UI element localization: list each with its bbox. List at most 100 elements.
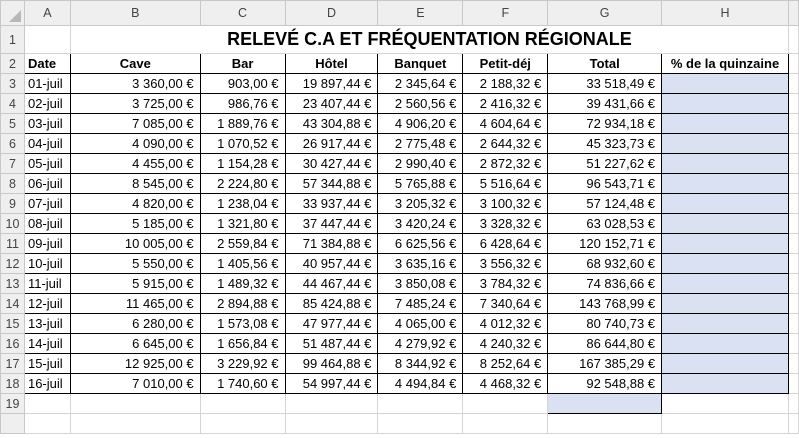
cell-bar[interactable]: 986,76 € [199, 93, 286, 114]
cell-hotel[interactable]: 33 937,44 € [284, 193, 379, 214]
cell-empty[interactable] [787, 25, 799, 54]
cell-petit-dej[interactable]: 4 468,32 € [462, 373, 549, 394]
column-header-b[interactable]: B [69, 0, 201, 26]
cell-bar[interactable]: 1 889,76 € [199, 113, 286, 134]
cell-empty[interactable] [787, 113, 799, 134]
cell-de-la-quinzaine[interactable] [661, 113, 789, 134]
cell-a1[interactable] [23, 25, 71, 54]
row-header-8[interactable]: 8 [0, 173, 25, 194]
cell-total[interactable]: 143 768,99 € [547, 293, 663, 314]
report-title[interactable]: RELEVÉ C.A ET FRÉQUENTATION RÉGIONALE [69, 25, 789, 54]
date-cell[interactable]: 15-juil [23, 353, 71, 374]
cell-total[interactable]: 86 644,80 € [547, 333, 663, 354]
cell-empty[interactable] [787, 213, 799, 234]
cell-petit-dej[interactable]: 2 872,32 € [462, 153, 549, 174]
cell-hotel[interactable]: 85 424,88 € [284, 293, 379, 314]
cell-petit-dej[interactable]: 2 416,32 € [462, 93, 549, 114]
cell-banquet[interactable]: 5 765,88 € [377, 173, 464, 194]
cell-banquet[interactable]: 2 775,48 € [377, 133, 464, 154]
cell-empty[interactable] [787, 333, 799, 354]
cell-de-la-quinzaine[interactable] [661, 73, 789, 94]
column-title-de-la-quinzaine[interactable]: % de la quinzaine [661, 53, 789, 74]
column-header-h[interactable]: H [661, 0, 789, 26]
cell-petit-dej[interactable]: 7 340,64 € [462, 293, 549, 314]
column-header-g[interactable]: G [547, 0, 663, 26]
cell-empty[interactable] [661, 413, 789, 434]
cell-total[interactable]: 68 932,60 € [547, 253, 663, 274]
column-header-c[interactable]: C [199, 0, 286, 26]
cell-total[interactable]: 96 543,71 € [547, 173, 663, 194]
cell-hotel[interactable]: 30 427,44 € [284, 153, 379, 174]
cell-bar[interactable]: 1 321,80 € [199, 213, 286, 234]
cell-cave[interactable]: 5 550,00 € [69, 253, 201, 274]
row-header-6[interactable]: 6 [0, 133, 25, 154]
cell-bar[interactable]: 903,00 € [199, 73, 286, 94]
cell-empty[interactable] [284, 413, 379, 434]
cell-banquet[interactable]: 8 344,92 € [377, 353, 464, 374]
cell-empty[interactable] [787, 53, 799, 74]
cell-empty[interactable] [787, 133, 799, 154]
cell-bar[interactable]: 1 573,08 € [199, 313, 286, 334]
cell-empty[interactable] [787, 313, 799, 334]
cell-bar[interactable]: 1 070,52 € [199, 133, 286, 154]
cell-empty[interactable] [787, 193, 799, 214]
date-cell[interactable]: 03-juil [23, 113, 71, 134]
cell-petit-dej[interactable]: 3 784,32 € [462, 273, 549, 294]
cell-bar[interactable]: 1 154,28 € [199, 153, 286, 174]
cell-cave[interactable]: 7 085,00 € [69, 113, 201, 134]
row-header-17[interactable]: 17 [0, 353, 25, 374]
row-header-5[interactable]: 5 [0, 113, 25, 134]
cell-empty[interactable] [787, 253, 799, 274]
cell-banquet[interactable]: 4 906,20 € [377, 113, 464, 134]
column-header-a[interactable]: A [23, 0, 71, 26]
cell-total[interactable]: 92 548,88 € [547, 373, 663, 394]
cell-banquet[interactable]: 2 560,56 € [377, 93, 464, 114]
cell-de-la-quinzaine[interactable] [661, 133, 789, 154]
row-header-9[interactable]: 9 [0, 193, 25, 214]
cell-empty[interactable] [787, 173, 799, 194]
cell-hotel[interactable]: 51 487,44 € [284, 333, 379, 354]
cell-empty[interactable] [199, 393, 286, 414]
cell-banquet[interactable]: 3 420,24 € [377, 213, 464, 234]
date-cell[interactable]: 13-juil [23, 313, 71, 334]
cell-cave[interactable]: 7 010,00 € [69, 373, 201, 394]
cell-cave[interactable]: 12 925,00 € [69, 353, 201, 374]
cell-bar[interactable]: 3 229,92 € [199, 353, 286, 374]
cell-petit-dej[interactable]: 3 100,32 € [462, 193, 549, 214]
date-cell[interactable]: 12-juil [23, 293, 71, 314]
date-cell[interactable]: 05-juil [23, 153, 71, 174]
cell-empty[interactable] [23, 393, 71, 414]
cell-de-la-quinzaine[interactable] [661, 373, 789, 394]
date-cell[interactable]: 02-juil [23, 93, 71, 114]
cell-banquet[interactable]: 3 850,08 € [377, 273, 464, 294]
cell-bar[interactable]: 2 224,80 € [199, 173, 286, 194]
cell-empty[interactable] [787, 413, 799, 434]
cell-petit-dej[interactable]: 4 604,64 € [462, 113, 549, 134]
column-header-overflow[interactable] [787, 0, 799, 26]
cell-cave[interactable]: 11 465,00 € [69, 293, 201, 314]
row-header-16[interactable]: 16 [0, 333, 25, 354]
cell-empty[interactable] [284, 393, 379, 414]
cell-de-la-quinzaine[interactable] [661, 273, 789, 294]
cell-total[interactable]: 39 431,66 € [547, 93, 663, 114]
column-title-hotel[interactable]: Hôtel [284, 53, 379, 74]
cell-de-la-quinzaine[interactable] [661, 333, 789, 354]
cell-total[interactable]: 120 152,71 € [547, 233, 663, 254]
cell-total[interactable]: 51 227,62 € [547, 153, 663, 174]
cell-de-la-quinzaine[interactable] [661, 193, 789, 214]
cell-de-la-quinzaine[interactable] [661, 233, 789, 254]
cell-empty[interactable] [787, 93, 799, 114]
cell-total[interactable]: 72 934,18 € [547, 113, 663, 134]
cell-total[interactable]: 80 740,73 € [547, 313, 663, 334]
cell-de-la-quinzaine[interactable] [661, 153, 789, 174]
column-title-total[interactable]: Total [547, 53, 663, 74]
cell-empty[interactable] [69, 413, 201, 434]
cell-petit-dej[interactable]: 3 328,32 € [462, 213, 549, 234]
cell-hotel[interactable]: 23 407,44 € [284, 93, 379, 114]
date-cell[interactable]: 06-juil [23, 173, 71, 194]
row-header-12[interactable]: 12 [0, 253, 25, 274]
cell-empty[interactable] [462, 393, 549, 414]
cell-banquet[interactable]: 3 205,32 € [377, 193, 464, 214]
cell-cave[interactable]: 6 280,00 € [69, 313, 201, 334]
cell-empty[interactable] [462, 413, 549, 434]
